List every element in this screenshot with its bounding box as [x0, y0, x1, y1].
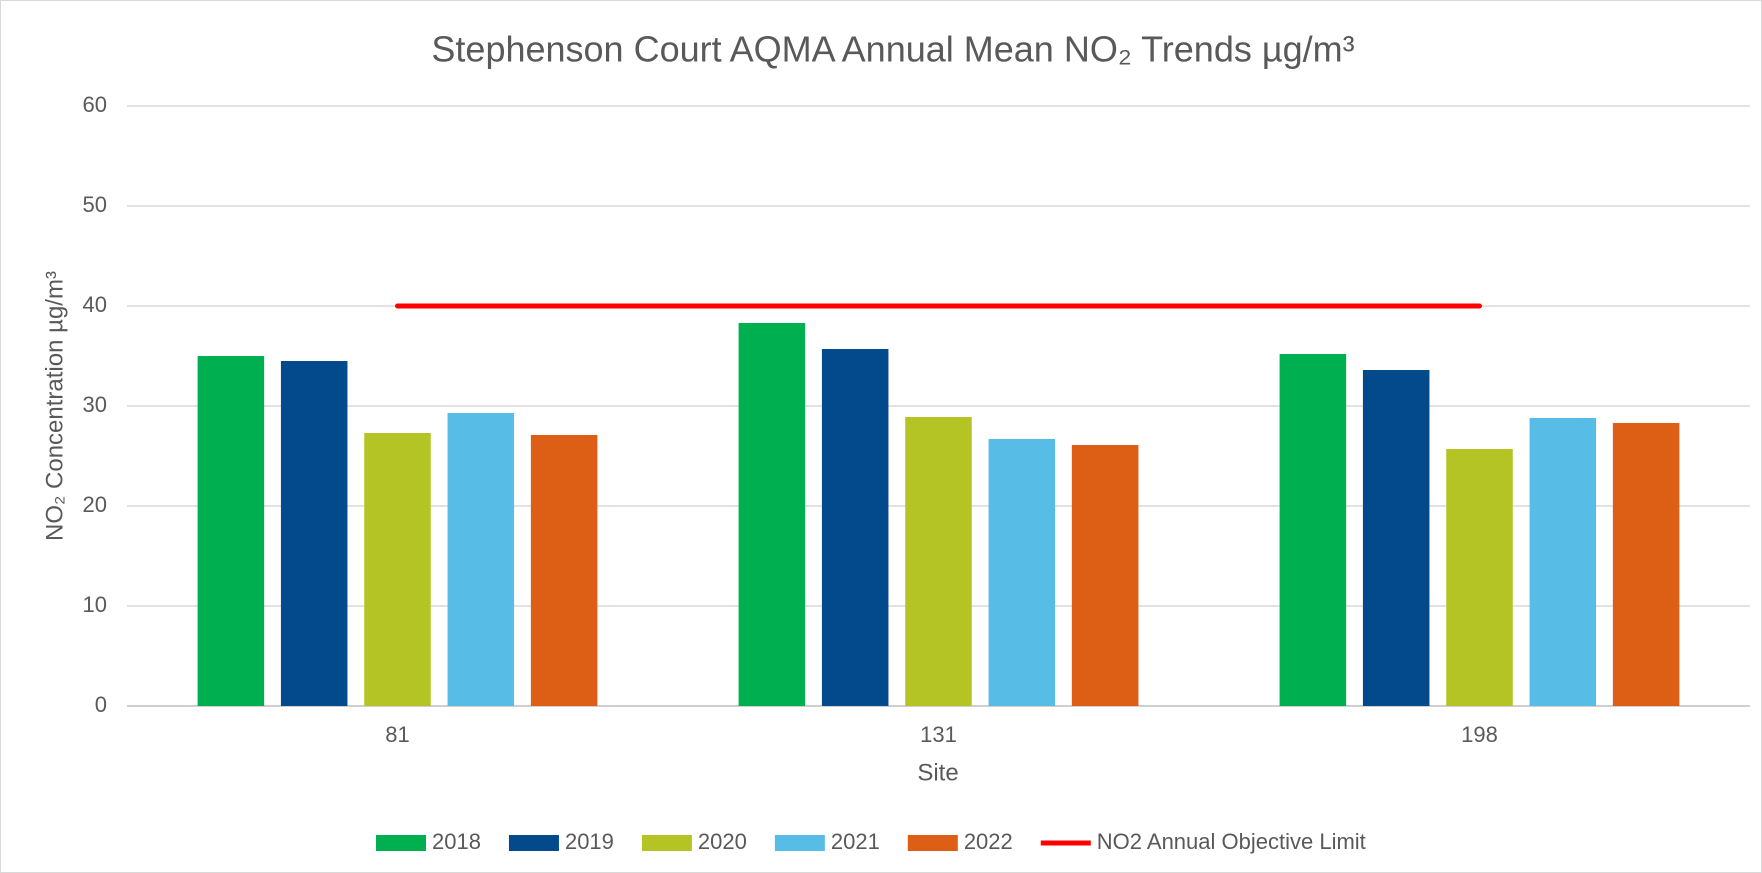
bar — [1529, 418, 1597, 706]
legend-swatch — [774, 835, 825, 851]
bar — [1362, 370, 1430, 706]
bar — [1279, 354, 1347, 706]
y-tick-label: 30 — [83, 392, 107, 417]
legend-label: 2021 — [831, 829, 880, 854]
legend-label: 2020 — [698, 829, 747, 854]
chart-title: Stephenson Court AQMA Annual Mean NO₂ Tr… — [431, 29, 1354, 70]
bar — [1446, 449, 1513, 706]
bar — [447, 413, 515, 706]
y-tick-label: 40 — [83, 292, 107, 317]
bar — [280, 361, 348, 706]
legend-swatch — [376, 835, 426, 851]
bar — [738, 323, 806, 706]
x-tick-label: 81 — [385, 722, 409, 747]
legend-swatch — [508, 835, 559, 851]
bar — [364, 433, 431, 706]
legend-label: 2018 — [432, 829, 481, 854]
y-tick-label: 60 — [83, 92, 107, 117]
legend-label: 2022 — [964, 829, 1013, 854]
legend-swatch — [907, 835, 958, 851]
bar — [821, 349, 889, 706]
x-axis-label: Site — [917, 759, 958, 786]
y-tick-label: 0 — [95, 692, 107, 717]
bar — [1612, 423, 1680, 706]
bar — [197, 356, 265, 706]
y-tick-label: 20 — [83, 492, 107, 517]
y-tick-label: 50 — [83, 192, 107, 217]
legend-label: NO2 Annual Objective Limit — [1097, 829, 1366, 854]
y-tick-label: 10 — [83, 592, 107, 617]
legend-label: 2019 — [565, 829, 614, 854]
x-tick-label: 131 — [920, 722, 957, 747]
y-axis-label: NO₂ Concentration µg/m³ — [41, 271, 68, 541]
legend-swatch — [641, 835, 692, 851]
x-tick-label: 198 — [1461, 722, 1498, 747]
bar — [530, 435, 598, 706]
bar — [905, 417, 972, 706]
bar — [988, 439, 1056, 706]
bar — [1071, 445, 1139, 706]
